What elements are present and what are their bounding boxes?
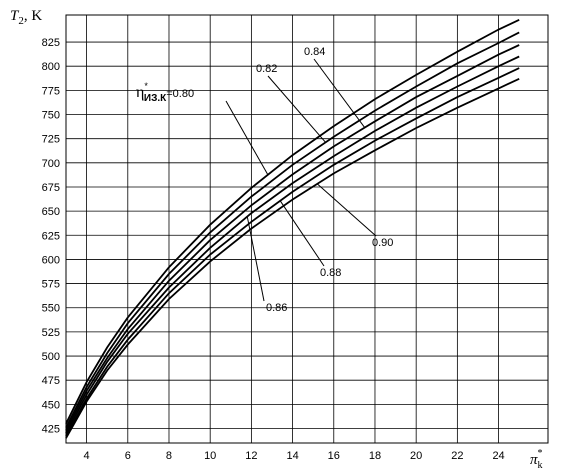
curve [65, 77, 520, 439]
y-axis-label: T2, K [10, 8, 42, 27]
leader-line [267, 75, 326, 143]
y-axis-sub: 2 [18, 15, 24, 27]
x-tick-label: 12 [245, 450, 257, 462]
x-tick-label: 18 [369, 450, 381, 462]
series-label: 0.86 [266, 302, 287, 314]
leader-line [313, 58, 366, 128]
x-tick-label: 4 [84, 450, 90, 462]
y-tick-label: 475 [42, 375, 60, 387]
y-tick-label: 425 [42, 424, 60, 436]
series-label: η* ИЗ.К=0.80 [136, 81, 194, 104]
y-tick-label: 675 [42, 182, 60, 194]
y-tick-label: 725 [42, 134, 60, 146]
y-tick-label: 550 [42, 303, 60, 315]
y-tick-label: 575 [42, 279, 60, 291]
curve [65, 18, 520, 425]
y-axis-unit: , K [24, 8, 43, 24]
y-tick-label: 650 [42, 206, 60, 218]
x-tick-label: 6 [125, 450, 131, 462]
series-label: 0.84 [304, 46, 325, 58]
y-tick-label: 450 [42, 399, 60, 411]
y-tick-label: 775 [42, 85, 60, 97]
efficiency-sub: ИЗ.К [144, 93, 167, 104]
x-axis-sub: k [538, 460, 543, 471]
y-tick-label: 750 [42, 110, 60, 122]
y-tick-label: 600 [42, 254, 60, 266]
leader-line [316, 183, 377, 237]
curve [65, 55, 520, 434]
y-tick-label: 825 [42, 37, 60, 49]
y-tick-label: 700 [42, 158, 60, 170]
y-tick-label: 800 [42, 61, 60, 73]
efficiency-sup: * [144, 81, 148, 91]
x-axis-label: π* k [530, 448, 543, 471]
x-tick-label: 16 [328, 450, 340, 462]
y-tick-label: 625 [42, 230, 60, 242]
series-label: 0.82 [256, 63, 277, 75]
x-tick-label: 24 [492, 450, 504, 462]
x-axis-symbol: π [530, 452, 538, 468]
y-tick-label: 525 [42, 327, 60, 339]
series-label: 0.90 [372, 237, 393, 249]
y-axis-symbol: T [10, 8, 20, 24]
leader-line [225, 100, 269, 176]
curve [65, 44, 520, 431]
x-tick-label: 8 [166, 450, 172, 462]
leader-line [279, 200, 325, 267]
series-name: =0.80 [166, 88, 194, 100]
x-tick-label: 20 [410, 450, 422, 462]
x-tick-label: 10 [204, 450, 216, 462]
plot-frame [65, 14, 549, 444]
efficiency-symbol: η [136, 84, 144, 101]
x-tick-label: 14 [286, 450, 298, 462]
curve [65, 31, 520, 428]
x-axis-sup: * [538, 448, 543, 459]
curve [65, 67, 520, 437]
x-tick-label: 22 [451, 450, 463, 462]
y-tick-label: 500 [42, 351, 60, 363]
series-label: 0.88 [320, 267, 341, 279]
